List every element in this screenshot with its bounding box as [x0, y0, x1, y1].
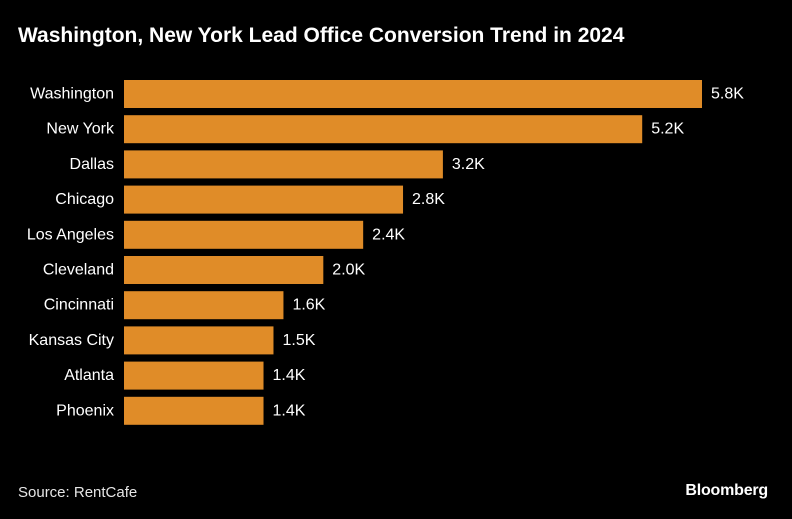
bar: [124, 396, 264, 425]
data-label: 2.8K: [412, 191, 445, 208]
data-label: 2.4K: [372, 226, 405, 243]
data-label: 1.5K: [282, 332, 315, 349]
data-label: 2.0K: [332, 262, 365, 279]
bar: [124, 150, 443, 179]
bar: [124, 256, 324, 284]
data-label: 1.6K: [292, 297, 325, 314]
data-label: 3.2K: [452, 156, 485, 173]
category-label: Chicago: [55, 191, 114, 208]
category-label: Atlanta: [64, 367, 114, 384]
category-label: Cleveland: [43, 262, 114, 279]
category-label: Washington: [30, 86, 114, 103]
data-label: 1.4K: [273, 402, 306, 419]
bar: [124, 291, 284, 320]
bar: [124, 220, 364, 249]
category-label: Kansas City: [29, 332, 114, 349]
category-label: Cincinnati: [44, 297, 114, 314]
source-note: Source: RentCafe: [18, 484, 138, 501]
category-label: New York: [46, 121, 115, 138]
category-label: Los Angeles: [27, 226, 114, 243]
data-label: 5.2K: [651, 121, 684, 138]
bar: [124, 185, 404, 214]
chart-title: Washington, New York Lead Office Convers…: [18, 24, 625, 47]
bar: [124, 80, 702, 108]
bloomberg-logo: Bloomberg: [685, 482, 768, 499]
bar: [124, 326, 274, 355]
data-label: 5.8K: [711, 86, 744, 103]
bar: [124, 115, 643, 144]
bar: [124, 361, 264, 390]
category-label: Dallas: [70, 156, 114, 173]
data-label: 1.4K: [273, 367, 306, 384]
category-label: Phoenix: [56, 402, 114, 419]
